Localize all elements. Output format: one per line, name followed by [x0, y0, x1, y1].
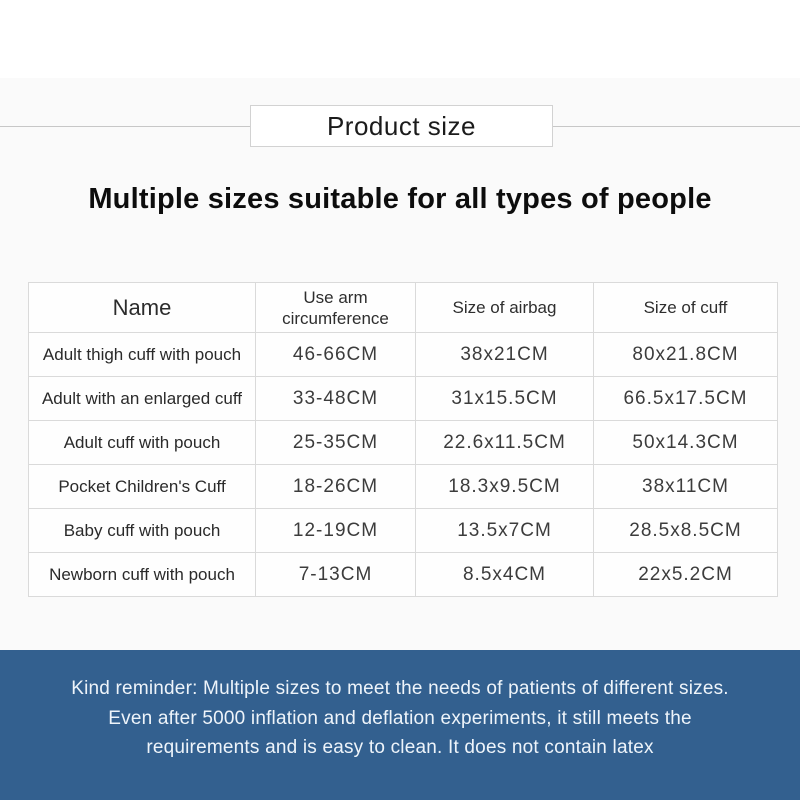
cell-name: Adult cuff with pouch: [28, 420, 256, 465]
column-header-cuff: Size of cuff: [593, 282, 778, 333]
table-row: Newborn cuff with pouch 7-13CM 8.5x4CM 2…: [28, 552, 778, 597]
table-row: Adult with an enlarged cuff 33-48CM 31x1…: [28, 376, 778, 421]
section-title: Product size: [326, 110, 477, 141]
cell-arm: 12-19CM: [255, 508, 416, 553]
cell-arm: 7-13CM: [255, 552, 416, 597]
column-header-arm: Use arm circumference: [255, 282, 416, 333]
cell-name: Adult with an enlarged cuff: [28, 376, 256, 421]
cell-cuff: 66.5x17.5CM: [593, 376, 778, 421]
cell-airbag: 8.5x4CM: [415, 552, 594, 597]
kind-reminder-banner: Kind reminder: Multiple sizes to meet th…: [0, 650, 800, 800]
cell-arm: 25-35CM: [255, 420, 416, 465]
reminder-line: Kind reminder: Multiple sizes to meet th…: [71, 678, 729, 699]
cell-airbag: 18.3x9.5CM: [415, 464, 594, 509]
cell-name: Newborn cuff with pouch: [28, 552, 256, 597]
table-row: Pocket Children's Cuff 18-26CM 18.3x9.5C…: [28, 464, 778, 509]
cell-name: Baby cuff with pouch: [28, 508, 256, 553]
cell-airbag: 38x21CM: [415, 332, 594, 377]
table-row: Adult cuff with pouch 25-35CM 22.6x11.5C…: [28, 420, 778, 465]
cell-cuff: 50x14.3CM: [593, 420, 778, 465]
cell-cuff: 22x5.2CM: [593, 552, 778, 597]
ribbon-rule-left: [0, 126, 250, 127]
cell-name: Adult thigh cuff with pouch: [28, 332, 256, 377]
cell-arm: 18-26CM: [255, 464, 416, 509]
section-title-box: Product size: [250, 105, 553, 147]
cell-cuff: 38x11CM: [593, 464, 778, 509]
page-title: Multiple sizes suitable for all types of…: [88, 183, 712, 215]
cell-cuff: 80x21.8CM: [593, 332, 778, 377]
column-header-airbag: Size of airbag: [415, 282, 594, 333]
cell-airbag: 13.5x7CM: [415, 508, 594, 553]
table-row: Adult thigh cuff with pouch 46-66CM 38x2…: [28, 332, 778, 377]
cell-cuff: 28.5x8.5CM: [593, 508, 778, 553]
table-header-row: Name Use arm circumference Size of airba…: [28, 282, 778, 333]
cell-name: Pocket Children's Cuff: [28, 464, 256, 509]
cell-arm: 33-48CM: [255, 376, 416, 421]
reminder-line: requirements and is easy to clean. It do…: [146, 737, 654, 758]
cell-arm: 46-66CM: [255, 332, 416, 377]
cell-airbag: 22.6x11.5CM: [415, 420, 594, 465]
reminder-line: Even after 5000 inflation and deflation …: [108, 707, 692, 729]
ribbon-rule-right: [553, 126, 800, 127]
size-table: Name Use arm circumference Size of airba…: [28, 282, 778, 597]
column-header-name: Name: [28, 282, 256, 333]
cell-airbag: 31x15.5CM: [415, 376, 594, 421]
table-row: Baby cuff with pouch 12-19CM 13.5x7CM 28…: [28, 508, 778, 553]
